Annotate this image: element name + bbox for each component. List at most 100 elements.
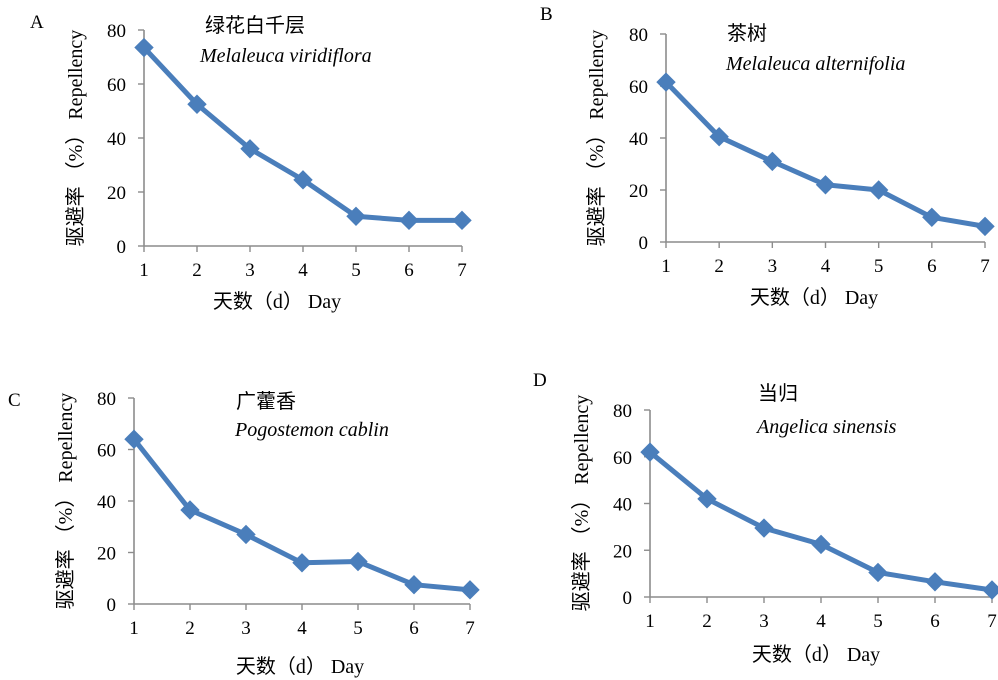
data-point-marker	[922, 207, 942, 228]
y-tick-label: 60	[629, 77, 648, 98]
x-tick-label: 7	[980, 256, 990, 277]
y-axis-title: 驱避率 （%） Repellency	[64, 30, 87, 247]
chart-panel-b: 0 20 40 60 80 1 2 3 4 5 6 7 B 茶树 Melaleuca alternifoli…	[540, 4, 995, 309]
x-tick-label: 3	[241, 618, 251, 639]
data-point-marker	[124, 429, 144, 449]
y-tick-label: 40	[629, 129, 648, 150]
x-axis-title: 天数（d） Day	[750, 286, 878, 309]
data-point-marker	[293, 170, 313, 190]
panel-label: C	[8, 390, 21, 411]
chart-title-chinese: 茶树	[727, 22, 767, 45]
y-tick-label: 0	[107, 595, 117, 616]
x-tick-label: 7	[987, 611, 997, 632]
x-tick-label: 5	[353, 618, 363, 639]
panel-label: A	[30, 12, 44, 33]
y-tick-label: 40	[107, 129, 126, 150]
panel-label: B	[540, 4, 553, 25]
x-tick-label: 2	[714, 256, 724, 277]
x-tick-label: 6	[409, 618, 419, 639]
data-point-marker	[399, 210, 419, 231]
x-tick-label: 2	[192, 260, 202, 281]
y-tick-label: 20	[107, 183, 126, 204]
series-line	[663, 79, 988, 229]
x-axis-title: 天数（d） Day	[752, 643, 880, 666]
x-tick-label: 2	[185, 618, 195, 639]
x-tick-label: 5	[351, 260, 361, 281]
data-point-marker	[134, 37, 154, 58]
x-tick-label: 4	[297, 618, 307, 639]
data-point-marker	[811, 534, 831, 555]
y-tick-label: 0	[623, 588, 633, 609]
y-tick-label: 20	[97, 544, 116, 565]
x-tick-label: 3	[759, 611, 769, 632]
y-tick-label: 40	[613, 495, 632, 516]
y-tick-label: 80	[107, 21, 126, 42]
x-tick-label: 1	[661, 256, 671, 277]
y-tick-label: 20	[613, 541, 632, 562]
x-tick-label: 1	[139, 260, 149, 281]
x-tick-label: 7	[465, 618, 475, 639]
series-line	[141, 45, 465, 223]
x-tick-label: 6	[927, 256, 937, 277]
data-point-marker	[656, 72, 676, 92]
y-tick-label: 80	[97, 389, 116, 410]
chart-panel-d: 0 20 40 60 80 1 2 3 4 5 6 7 D 当归 Angelica sinensis 驱避率 …	[533, 370, 998, 666]
chart-title-latin: Pogostemon cablin	[234, 419, 389, 441]
x-axis-title: 天数（d） Day	[236, 655, 364, 678]
x-tick-label: 2	[702, 611, 712, 632]
chart-title-latin: Angelica sinensis	[755, 416, 897, 438]
chart-panel-a: 0 20 40 60 80 1 2 3 4 5 6 7 A 绿花白千层 Melaleuca viridifl…	[30, 12, 472, 313]
chart-title-chinese: 当归	[758, 382, 798, 405]
y-tick-label: 20	[629, 181, 648, 202]
chart-title-chinese: 绿花白千层	[205, 14, 305, 37]
chart-title-chinese: 广藿香	[236, 390, 296, 413]
chart-panel-c: 0 20 40 60 80 1 2 3 4 5 6 7 C 广藿香 Pogostemon cablin 驱避率…	[8, 389, 480, 678]
x-tick-label: 4	[821, 256, 831, 277]
x-tick-label: 6	[404, 260, 414, 281]
panel-label: D	[533, 370, 547, 391]
series-line	[647, 449, 995, 593]
data-point-marker	[460, 580, 480, 600]
data-point-marker	[240, 139, 260, 159]
y-axis-title: 驱避率 （%） Repellency	[54, 393, 77, 610]
y-axis-title: 驱避率 （%） Repellency	[585, 30, 608, 247]
x-tick-label: 1	[645, 611, 655, 632]
data-point-marker	[292, 553, 312, 573]
data-point-marker	[236, 524, 256, 545]
x-tick-label: 4	[816, 611, 826, 632]
data-point-marker	[925, 572, 945, 592]
data-point-marker	[975, 216, 995, 237]
data-point-marker	[868, 562, 888, 583]
data-point-marker	[640, 442, 660, 462]
data-point-marker	[697, 489, 717, 509]
data-point-marker	[754, 518, 774, 538]
data-point-marker	[346, 206, 366, 227]
data-point-marker	[404, 574, 424, 595]
x-tick-label: 1	[129, 618, 139, 639]
data-point-marker	[348, 551, 368, 572]
y-tick-label: 60	[107, 75, 126, 96]
x-tick-label: 5	[873, 611, 883, 632]
x-tick-label: 4	[298, 260, 308, 281]
chart-title-latin: Melaleuca viridiflora	[199, 45, 372, 67]
y-tick-label: 0	[639, 233, 649, 254]
y-tick-label: 60	[613, 448, 632, 469]
data-point-marker	[982, 580, 998, 600]
x-tick-label: 5	[874, 256, 884, 277]
data-point-marker	[868, 180, 889, 200]
chart-title-latin: Melaleuca alternifolia	[725, 53, 905, 75]
data-point-marker	[709, 126, 729, 147]
x-tick-label: 3	[768, 256, 778, 277]
y-tick-label: 80	[613, 401, 632, 422]
y-tick-label: 40	[97, 492, 116, 513]
data-point-marker	[187, 94, 207, 114]
x-tick-label: 7	[457, 260, 467, 281]
x-tick-label: 6	[930, 611, 940, 632]
y-tick-label: 80	[629, 25, 648, 46]
y-tick-label: 0	[117, 237, 127, 258]
y-axis-title: 驱避率 （%） Repellency	[570, 395, 593, 612]
x-tick-label: 3	[245, 260, 255, 281]
data-point-marker	[762, 151, 783, 172]
y-tick-label: 60	[97, 441, 116, 462]
